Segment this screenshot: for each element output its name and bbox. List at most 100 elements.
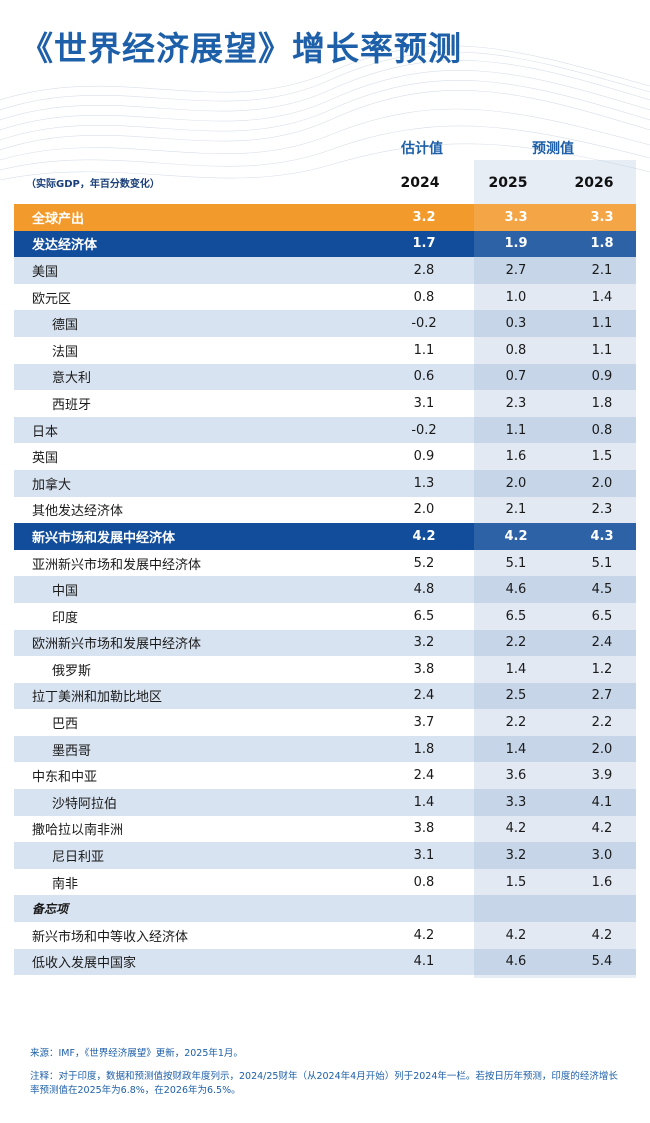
table-row: 意大利 0.6 0.7 0.9: [14, 363, 636, 391]
table-row: 沙特阿拉伯 1.4 3.3 4.1: [14, 789, 636, 816]
projection-shade: [474, 922, 636, 949]
row-label: 新兴市场和中等收入经济体: [32, 929, 189, 945]
row-label: 巴西: [52, 717, 79, 733]
projection-shade: [474, 682, 636, 710]
value-2026: 5.4: [591, 954, 613, 970]
value-2026: 3.0: [591, 848, 613, 864]
value-2024: 3.7: [413, 715, 435, 731]
value-2025: 2.1: [505, 502, 527, 518]
table-row: 英国 0.9 1.6 1.5: [14, 443, 636, 470]
projection-shade: [474, 815, 636, 843]
value-2025: 0.8: [505, 342, 527, 358]
value-2026: 4.2: [591, 821, 613, 837]
value-2026: 4.1: [591, 794, 613, 810]
growth-table: 全球产出 3.2 3.3 3.3 发达经济体 1.7 1.9 1.8 美国 2.8 2.7 2.1 欧元…: [14, 204, 636, 976]
table-row: 撒哈拉以南非洲 3.8 4.2 4.2: [14, 815, 636, 843]
row-label: 低收入发展中国家: [32, 956, 137, 972]
row-label: 沙特阿拉伯: [52, 796, 118, 812]
projection-shade: [474, 656, 636, 683]
row-label: 欧洲新兴市场和发展中经济体: [32, 637, 202, 653]
value-2026: 3.9: [591, 768, 613, 784]
table-row: 日本 -0.2 1.1 0.8: [14, 416, 636, 444]
value-2024: 5.2: [413, 555, 435, 571]
projection-shade: [474, 443, 636, 470]
value-2024: -0.2: [411, 422, 437, 438]
table-row: 印度 6.5 6.5 6.5: [14, 602, 636, 630]
value-2026: 2.0: [591, 475, 613, 491]
table-row: 全球产出 3.2 3.3 3.3: [14, 204, 636, 231]
value-2024: 4.2: [413, 927, 435, 943]
value-2024: 2.0: [413, 502, 435, 518]
projection-shade: [474, 868, 636, 896]
table-row: 加拿大 1.3 2.0 2.0: [14, 469, 636, 497]
row-label: 尼日利亚: [52, 850, 105, 866]
value-2025: 3.2: [505, 848, 527, 864]
value-2024: 1.8: [413, 741, 435, 757]
value-2026: 2.7: [591, 688, 613, 704]
projection-shade: [474, 709, 636, 736]
value-2026: 0.9: [591, 369, 613, 385]
projection-shade: [474, 310, 636, 337]
footnote: 注释：对于印度，数据和预测值按财政年度列示，2024/25财年（从2024年4月…: [30, 1071, 618, 1096]
table-row: 备忘项: [14, 895, 636, 923]
projection-shade: [474, 895, 636, 923]
value-2025: 1.4: [505, 741, 527, 757]
projection-shade: [474, 523, 636, 550]
value-2026: 1.1: [591, 316, 613, 332]
projection-shade: [474, 948, 636, 976]
table-row: 德国 -0.2 0.3 1.1: [14, 310, 636, 337]
row-label: 南非: [52, 876, 79, 892]
row-label: 亚洲新兴市场和发展中经济体: [32, 557, 202, 573]
value-2025: 1.4: [505, 661, 527, 677]
row-label: 中国: [52, 584, 79, 600]
row-label: 俄罗斯: [52, 663, 92, 679]
source-note: 来源：IMF，《世界经济展望》更新，2025年1月。: [30, 1048, 243, 1059]
table-row: 美国 2.8 2.7 2.1: [14, 257, 636, 284]
value-2026: 2.3: [591, 502, 613, 518]
table-row: 欧洲新兴市场和发展中经济体 3.2 2.2 2.4: [14, 629, 636, 657]
value-2025: 4.6: [505, 582, 527, 598]
value-2025: 1.6: [505, 449, 527, 465]
value-2024: 0.9: [413, 449, 435, 465]
row-label: 印度: [52, 610, 79, 626]
row-label: 撒哈拉以南非洲: [32, 823, 124, 839]
value-2025: 1.5: [505, 874, 527, 890]
table-row: 其他发达经济体 2.0 2.1 2.3: [14, 496, 636, 524]
value-2026: 3.3: [590, 209, 614, 225]
value-2024: 0.8: [413, 289, 435, 305]
value-2024: 2.4: [413, 688, 435, 704]
page-title: 《世界经济展望》增长率预测: [20, 29, 462, 68]
value-2026: 1.2: [591, 661, 613, 677]
value-2024: -0.2: [411, 316, 437, 332]
projection-shade: [474, 230, 636, 258]
table-row: 俄罗斯 3.8 1.4 1.2: [14, 656, 636, 683]
table-row: 法国 1.1 0.8 1.1: [14, 336, 636, 364]
value-2025: 3.3: [505, 794, 527, 810]
value-2025: 4.2: [505, 927, 527, 943]
value-2025: 1.0: [505, 289, 527, 305]
value-2026: 2.4: [591, 635, 613, 651]
row-label: 意大利: [52, 371, 92, 387]
table-row: 尼日利亚 3.1 3.2 3.0: [14, 842, 636, 869]
projection-shade: [474, 336, 636, 364]
value-2025: 1.1: [505, 422, 527, 438]
value-2024: 3.8: [413, 821, 435, 837]
value-2024: 1.7: [412, 236, 436, 252]
year-header-2025: 2025: [488, 175, 528, 191]
row-label: 其他发达经济体: [32, 504, 124, 520]
row-label: 拉丁美洲和加勒比地区: [32, 690, 163, 706]
value-2026: 4.2: [591, 927, 613, 943]
value-2026: 1.8: [591, 395, 613, 411]
projection-shade: [474, 735, 636, 763]
projection-shade: [474, 576, 636, 603]
projection-shade: [474, 629, 636, 657]
value-2026: 1.8: [590, 236, 614, 252]
value-2025: 3.6: [505, 768, 527, 784]
value-2026: 2.2: [591, 715, 613, 731]
value-2026: 4.5: [591, 582, 613, 598]
year-header-2026: 2026: [574, 175, 614, 191]
value-2024: 2.4: [413, 768, 435, 784]
value-2026: 6.5: [591, 608, 613, 624]
value-2025: 2.7: [505, 262, 527, 278]
